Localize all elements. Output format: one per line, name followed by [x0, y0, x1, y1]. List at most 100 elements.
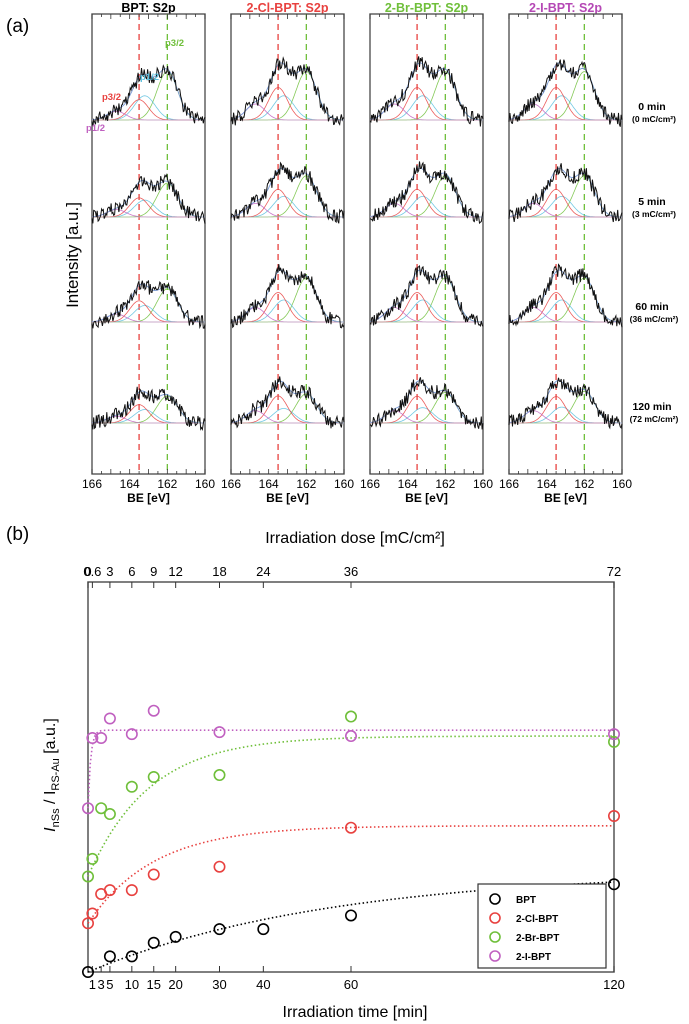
top-tick-label: 0	[84, 564, 91, 579]
xps-frame	[369, 13, 484, 475]
measured-spectrum	[91, 64, 206, 127]
xps-panel-title: 2-I-BPT: S2p	[529, 1, 602, 15]
dose-label: (3 mC/cm²)	[632, 209, 676, 219]
measured-spectrum	[91, 172, 206, 224]
xps-xlabel: BE [eV]	[127, 491, 170, 505]
xps-xlabel: BE [eV]	[544, 491, 587, 505]
top-tick-label: 12	[168, 564, 182, 579]
data-point	[147, 868, 160, 881]
xtick-label: 164	[537, 477, 557, 491]
xtick-label: 166	[221, 477, 241, 491]
xtick-label: 160	[473, 477, 493, 491]
top-tick-label: 0.6	[83, 564, 101, 579]
bottom-tick-label: 10	[125, 977, 139, 992]
ylabel-i1: I	[42, 827, 59, 832]
legend-label: BPT	[516, 895, 536, 906]
data-point	[344, 821, 357, 834]
panel-a-ylabel: Intensity [a.u.]	[63, 202, 82, 308]
data-point	[607, 878, 620, 891]
data-point	[103, 884, 116, 897]
panel-b-ylabel: InSs / IRS-Au [a.u.]	[42, 718, 62, 832]
xps-frame	[508, 13, 623, 475]
data-point	[344, 909, 357, 922]
xtick-label: 162	[574, 477, 594, 491]
data-point	[344, 730, 357, 743]
panel-a-label: (a)	[6, 16, 29, 37]
legend-label: 2-I-BPT	[516, 952, 551, 963]
fit-curve-1	[87, 825, 614, 924]
data-point	[95, 802, 108, 815]
xps-panel-title: BPT: S2p	[121, 1, 176, 15]
data-point	[607, 728, 620, 741]
data-point	[86, 907, 99, 920]
data-point	[103, 712, 116, 725]
ylabel-mid: / I	[42, 791, 59, 809]
panel-b-label: (b)	[6, 524, 29, 545]
component-label: p1/2	[140, 72, 159, 83]
data-point	[147, 936, 160, 949]
measured-spectrum	[91, 386, 206, 432]
xps-panel-0: BPT: S2p 166 164 162 160 BE [eV]	[82, 1, 215, 505]
panel-b-xlabel: Irradiation time [min]	[283, 1004, 428, 1021]
time-label: 60 min	[635, 301, 668, 313]
xps-panel-3: 2-I-BPT: S2p 166 164 162 160 BE [eV]	[499, 1, 632, 505]
data-point	[607, 809, 620, 822]
xtick-label: 164	[120, 477, 140, 491]
data-point	[147, 704, 160, 717]
time-label: 120 min	[632, 401, 671, 413]
bottom-tick-label: 1	[89, 977, 96, 992]
component-label: p1/2	[86, 123, 105, 134]
data-point	[257, 923, 270, 936]
xps-frame	[230, 13, 345, 475]
ylabel-sub2: RS-Au	[50, 758, 62, 790]
time-label: 5 min	[638, 196, 665, 208]
legend-marker	[489, 931, 501, 943]
bottom-tick-label: 5	[106, 977, 113, 992]
data-point	[103, 950, 116, 963]
panel-b-top-xlabel: Irradiation dose [mC/cm²]	[265, 530, 445, 547]
data-point	[607, 735, 620, 748]
data-point	[82, 917, 95, 930]
dose-label: (72 mC/cm²)	[630, 414, 679, 424]
fit-curve-2	[87, 735, 614, 877]
data-point	[213, 860, 226, 873]
measured-spectrum	[508, 377, 623, 430]
data-point	[125, 884, 138, 897]
xtick-label: 166	[82, 477, 102, 491]
legend-marker	[489, 950, 501, 962]
bottom-tick-label: 30	[212, 977, 226, 992]
bottom-tick-label: 15	[147, 977, 161, 992]
bottom-tick-label: 60	[344, 977, 358, 992]
top-tick-label: 3	[106, 564, 113, 579]
measured-spectrum	[369, 377, 484, 430]
measured-spectrum	[230, 161, 345, 224]
component-curve	[509, 87, 622, 121]
xtick-label: 164	[259, 477, 279, 491]
data-point	[86, 731, 99, 744]
top-tick-label: 9	[150, 564, 157, 579]
measured-spectrum	[230, 376, 345, 429]
xps-panel-title: 2-Br-BPT: S2p	[385, 1, 469, 15]
measured-spectrum	[508, 59, 623, 127]
xtick-label: 166	[360, 477, 380, 491]
data-point	[82, 870, 95, 883]
data-point	[213, 923, 226, 936]
data-point	[103, 808, 116, 821]
xps-xlabel: BE [eV]	[266, 491, 309, 505]
xtick-label: 162	[296, 477, 316, 491]
legend-label: 2-Cl-BPT	[516, 914, 558, 925]
data-point	[82, 802, 95, 815]
xps-panel-1: 2-Cl-BPT: S2p 166 164 162 160 BE [eV]	[221, 1, 354, 505]
xtick-label: 162	[435, 477, 455, 491]
data-point	[147, 770, 160, 783]
xtick-label: 164	[398, 477, 418, 491]
xtick-label: 160	[334, 477, 354, 491]
time-label: 0 min	[638, 101, 665, 113]
measured-spectrum	[230, 56, 344, 126]
measured-spectrum	[369, 56, 484, 127]
data-point	[86, 852, 99, 865]
top-tick-label: 18	[212, 564, 226, 579]
data-point	[125, 728, 138, 741]
